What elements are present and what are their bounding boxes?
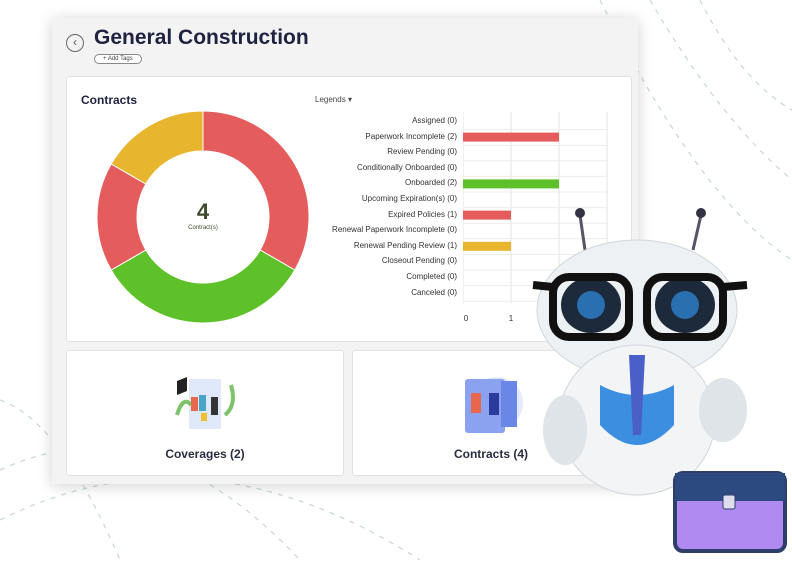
bar-category-label: Renewal Paperwork Incomplete (0) xyxy=(332,225,457,235)
bar-category-label: Completed (0) xyxy=(406,272,457,281)
donut-center-value: 4 xyxy=(196,199,210,224)
bar-category-label: Conditionally Onboarded (0) xyxy=(356,162,457,172)
donut-center-label: Contract(s) xyxy=(188,225,218,231)
bar-category-label: Paperwork Incomplete (2) xyxy=(365,131,457,141)
contracts-card: Contracts Legends ▾ 4 Contract(s) Assign… xyxy=(66,76,632,342)
donut-segment[interactable] xyxy=(110,249,296,324)
bar-category-label: Closeout Pending (0) xyxy=(381,256,457,266)
bar-category-label: Onboarded (2) xyxy=(404,178,457,188)
app-window: ‹ General Construction + Add Tags Contra… xyxy=(52,18,638,484)
contracts-illustration xyxy=(465,377,523,433)
x-tick-label: 1 xyxy=(509,314,514,322)
bar-category-label: Assigned (0) xyxy=(412,116,457,125)
coverages-illustration xyxy=(175,377,235,429)
card-title: Contracts xyxy=(81,93,138,107)
bar-category-label: Review Pending (0) xyxy=(387,147,457,157)
coverages-tile[interactable]: Coverages (2) xyxy=(66,350,344,476)
bar-category-label: Upcoming Expiration(s) (0) xyxy=(361,194,457,203)
bar[interactable] xyxy=(463,241,511,251)
donut-chart xyxy=(96,110,310,324)
chevron-left-icon: ‹ xyxy=(73,35,77,49)
coverages-label: Coverages (2) xyxy=(165,447,245,461)
bar[interactable] xyxy=(463,179,559,189)
bar-category-label: Canceled (0) xyxy=(411,287,457,297)
bar-category-label: Renewal Pending Review (1) xyxy=(353,240,457,250)
contracts-tile-label: Contracts (4) xyxy=(453,447,528,461)
back-button[interactable]: ‹ xyxy=(66,34,84,52)
legends-dropdown[interactable]: Legends ▾ xyxy=(315,95,352,104)
bar[interactable] xyxy=(463,132,559,142)
robot-mascot-illustration xyxy=(532,208,787,553)
legends-label: Legends xyxy=(315,95,346,104)
donut-segment[interactable] xyxy=(110,110,204,185)
bar-category-label: Expired Policies (1) xyxy=(388,209,457,219)
x-tick-label: 0 xyxy=(464,314,469,322)
page-title: General Construction xyxy=(94,26,309,49)
add-tags-button[interactable]: + Add Tags xyxy=(94,54,142,64)
donut-segment[interactable] xyxy=(202,110,310,271)
caret-down-icon: ▾ xyxy=(347,95,352,104)
bar[interactable] xyxy=(463,210,511,220)
